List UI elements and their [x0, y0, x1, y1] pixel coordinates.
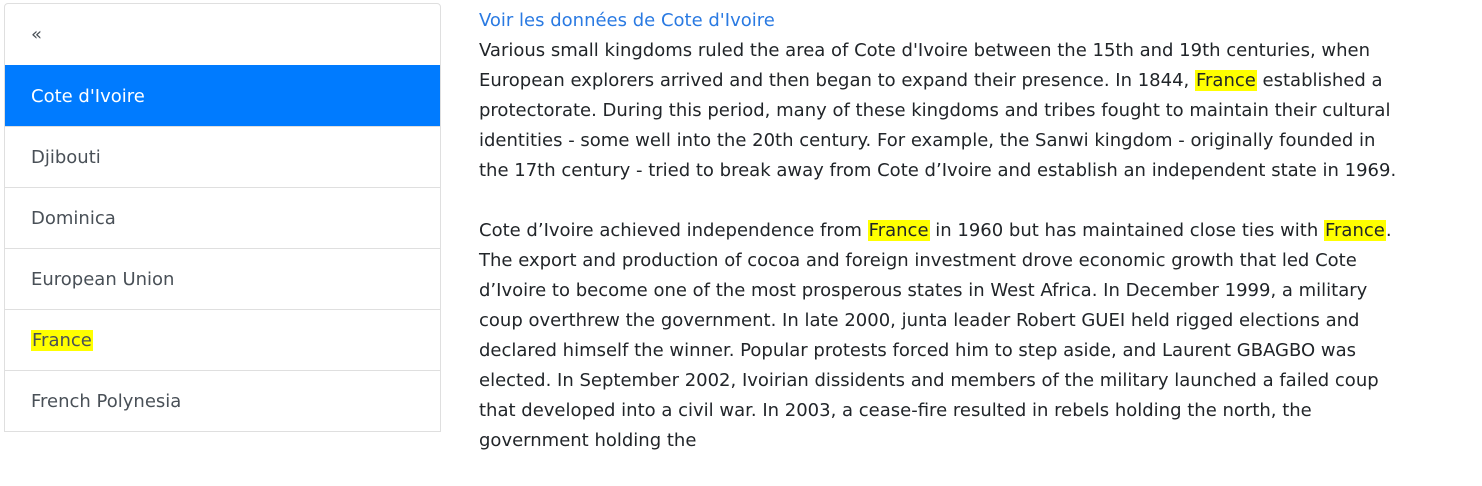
sidebar-item-european-union[interactable]: European Union — [5, 248, 440, 309]
paragraph-text: Various small kingdoms ruled the area of… — [479, 40, 1371, 91]
sidebar-item-djibouti[interactable]: Djibouti — [5, 126, 440, 187]
sidebar-item-label: European Union — [31, 268, 175, 290]
country-list: « Cote d'Ivoire Djibouti Dominica Europe… — [4, 3, 441, 432]
country-data-link[interactable]: Voir les données de Cote d'Ivoire — [479, 10, 775, 31]
sidebar-item-cote-divoire[interactable]: Cote d'Ivoire — [5, 65, 440, 126]
highlighted-term: France — [1194, 70, 1257, 91]
paragraph-text: Cote d’Ivoire achieved independence from — [479, 220, 868, 241]
back-button[interactable]: « — [31, 24, 43, 45]
paragraph-text: . The export and production of cocoa and… — [479, 220, 1392, 451]
description-paragraph: Various small kingdoms ruled the area of… — [479, 36, 1409, 186]
sidebar-item-label: Cote d'Ivoire — [31, 85, 145, 107]
country-description: Voir les données de Cote d'Ivoire Variou… — [479, 6, 1409, 486]
paragraph-text: established a protectorate. During this … — [479, 70, 1397, 181]
description-paragraph: Cote d’Ivoire achieved independence from… — [479, 216, 1409, 456]
paragraph-text: in 1960 but has maintained close ties wi… — [929, 220, 1324, 241]
sidebar-item-label: Djibouti — [31, 146, 101, 168]
sidebar-item-label: French Polynesia — [31, 390, 182, 412]
sidebar-item-label: Dominica — [31, 207, 116, 229]
sidebar-item-dominica[interactable]: Dominica — [5, 187, 440, 248]
highlighted-term: France — [1323, 220, 1386, 241]
highlighted-term: France — [867, 220, 930, 241]
sidebar-item-label: France — [31, 329, 93, 351]
sidebar-item-french-polynesia[interactable]: French Polynesia — [5, 370, 440, 431]
sidebar-item-france[interactable]: France — [5, 309, 440, 370]
